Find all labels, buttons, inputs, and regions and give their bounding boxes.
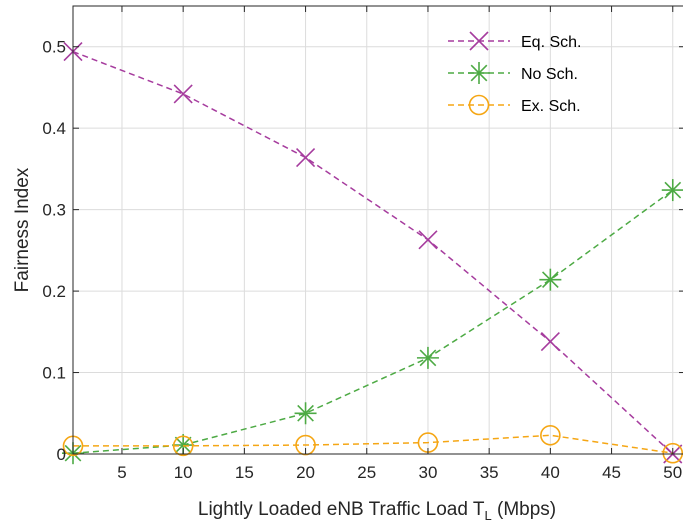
data-point — [172, 435, 194, 457]
data-point — [295, 434, 316, 456]
x-tick-label: 45 — [602, 463, 621, 482]
marker-stroke — [664, 181, 682, 199]
x-tick-label: 15 — [235, 463, 254, 482]
marker-stroke — [662, 442, 683, 464]
legend-entry: Eq. Sch. — [521, 34, 581, 51]
marker-stroke — [470, 64, 488, 82]
x-tick-label: 20 — [296, 463, 315, 482]
data-point — [173, 84, 193, 104]
y-axis-label: Fairness Index — [12, 167, 33, 292]
x-axis-label-unit: (Mbps) — [492, 499, 556, 520]
data-point — [540, 332, 560, 352]
marker-stroke — [172, 435, 194, 457]
data-point — [172, 434, 195, 457]
marker-stroke — [173, 84, 193, 104]
data-point — [294, 402, 317, 425]
plot-area — [73, 6, 683, 454]
marker-stroke — [468, 94, 490, 116]
y-tick-label: 0.2 — [42, 282, 66, 301]
x-tick-label: 40 — [541, 463, 560, 482]
series-line — [72, 50, 674, 455]
legend: Eq. Sch. No Sch. Ex. Sch. — [448, 31, 581, 116]
x-tick-label: 30 — [418, 463, 437, 482]
y-tick-label: 0.4 — [42, 119, 66, 138]
x-axis-label-main: Lightly Loaded eNB Traffic Load T — [198, 499, 485, 520]
data-point — [662, 442, 683, 464]
series-group — [62, 42, 683, 465]
marker-stroke — [469, 31, 489, 51]
data-point — [661, 179, 683, 202]
data-point — [418, 230, 438, 250]
marker-stroke — [297, 404, 314, 422]
series-line — [73, 434, 673, 454]
legend-marker — [468, 94, 490, 116]
marker-stroke — [418, 230, 438, 250]
x-tick-label: 25 — [357, 463, 376, 482]
data-point — [539, 268, 562, 291]
marker-stroke — [540, 332, 560, 352]
legend-entry: Ex. Sch. — [521, 98, 581, 115]
x-tick-label: 5 — [117, 463, 126, 482]
marker-stroke — [295, 147, 316, 168]
x-axis-label: Lightly Loaded eNB Traffic Load TL (Mbps… — [198, 499, 556, 523]
y-tick-label: 0.5 — [42, 38, 66, 57]
x-axis-label-subscript: L — [484, 508, 491, 523]
data-point — [416, 346, 439, 369]
y-tick-label: 0.1 — [42, 364, 66, 383]
x-tick-label: 50 — [663, 463, 682, 482]
y-tick-label: 0 — [57, 445, 66, 464]
x-tick-label: 35 — [480, 463, 499, 482]
marker-stroke — [541, 271, 559, 289]
legend-marker — [468, 62, 490, 84]
plot-border — [72, 5, 683, 455]
y-tick-label: 0.3 — [42, 201, 66, 220]
x-tick-label: 10 — [174, 463, 193, 482]
legend-marker — [469, 31, 489, 51]
marker-stroke — [419, 349, 437, 367]
legend-entry: No Sch. — [521, 66, 578, 83]
marker-stroke — [540, 424, 561, 446]
data-point — [295, 147, 316, 168]
marker-stroke — [174, 436, 192, 454]
marker-stroke — [295, 434, 316, 456]
axis-ticks: 5 10 15 20 25 30 35 40 45 50 0 0.1 0.2 0.3 0.4 0.5 — [42, 6, 683, 482]
data-point — [540, 424, 561, 446]
